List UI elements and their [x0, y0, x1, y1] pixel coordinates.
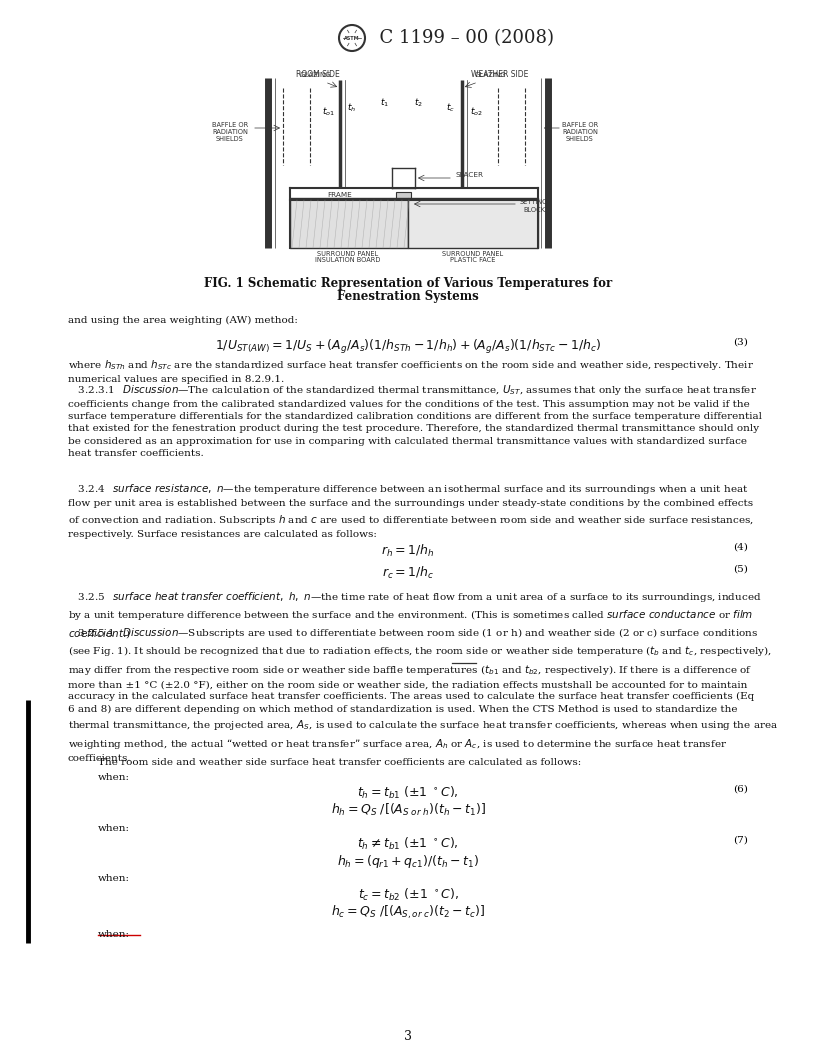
Text: $t_{o2}$: $t_{o2}$: [469, 106, 482, 118]
Text: $1/U_{ST(AW)}=1/U_S+(A_g/A_s)(1/h_{STh}-1/h_h)+(A_g/A_s)(1/h_{STc}-1/h_c)$: $1/U_{ST(AW)}=1/U_S+(A_g/A_s)(1/h_{STh}-…: [215, 338, 601, 356]
Text: $h_h = Q_S\ /[(A_{S\ or\ h})(t_h - t_1)]$: $h_h = Q_S\ /[(A_{S\ or\ h})(t_h - t_1)]…: [330, 802, 486, 818]
Text: $t_1$: $t_1$: [380, 97, 389, 109]
Text: BAFFLE OR
RADIATION
SHIELDS: BAFFLE OR RADIATION SHIELDS: [562, 122, 598, 142]
Text: when:: when:: [98, 874, 130, 883]
Text: (7): (7): [733, 836, 748, 845]
Text: $h_h = (q_{r1} + q_{c1})/(t_h - t_1)$: $h_h = (q_{r1} + q_{c1})/(t_h - t_1)$: [337, 853, 479, 870]
Circle shape: [339, 25, 365, 51]
Text: SETTING
BLOCK: SETTING BLOCK: [520, 200, 548, 212]
Text: FIG. 1 Schematic Representation of Various Temperatures for: FIG. 1 Schematic Representation of Vario…: [204, 277, 612, 290]
Text: 3: 3: [404, 1030, 412, 1043]
Text: 3.2.5.1  $Discussion$—Subscripts are used to differentiate between room side (1 : 3.2.5.1 $Discussion$—Subscripts are used…: [68, 626, 778, 763]
Bar: [290, 199, 408, 248]
Text: $t_h$: $t_h$: [348, 101, 357, 114]
Text: (3): (3): [733, 338, 748, 347]
Text: GLAZING: GLAZING: [299, 72, 330, 78]
Bar: [408, 199, 538, 248]
Text: $t_c$: $t_c$: [446, 101, 455, 114]
Text: when:: when:: [98, 773, 130, 782]
Text: $r_h = 1/h_h$: $r_h = 1/h_h$: [381, 543, 435, 559]
Text: The room side and weather side surface heat transfer coefficients are calculated: The room side and weather side surface h…: [98, 758, 581, 767]
Text: $t_h \neq t_{b1}\ (\pm 1\ ^\circ C),$: $t_h \neq t_{b1}\ (\pm 1\ ^\circ C),$: [357, 836, 459, 852]
Text: FRAME: FRAME: [328, 192, 353, 199]
Bar: [396, 192, 411, 200]
Text: when:: when:: [98, 824, 130, 833]
Text: (6): (6): [733, 785, 748, 794]
Text: (4): (4): [733, 543, 748, 552]
Circle shape: [347, 33, 357, 43]
Text: SPACER: SPACER: [455, 172, 483, 178]
Text: $t_2$: $t_2$: [414, 97, 423, 109]
Text: 3.2.3.1  $Discussion$—The calculation of the standardized thermal transmittance,: 3.2.3.1 $Discussion$—The calculation of …: [68, 383, 762, 457]
Text: when:: when:: [98, 930, 130, 939]
Text: 3.2.4  $surface\ resistance,\ n$—the temperature difference between an isotherma: 3.2.4 $surface\ resistance,\ n$—the temp…: [68, 482, 754, 539]
Text: ROOM SIDE: ROOM SIDE: [296, 70, 340, 79]
Text: and using the area weighting (AW) method:: and using the area weighting (AW) method…: [68, 316, 298, 325]
Text: $t_c = t_{b2}\ (\pm 1\ ^\circ C),$: $t_c = t_{b2}\ (\pm 1\ ^\circ C),$: [357, 887, 459, 903]
Text: $t_{o1}$: $t_{o1}$: [322, 106, 335, 118]
Text: SURROUND PANEL
INSULATION BOARD: SURROUND PANEL INSULATION BOARD: [315, 250, 381, 264]
Text: (5): (5): [733, 565, 748, 574]
Text: $r_c = 1/h_c$: $r_c = 1/h_c$: [382, 565, 434, 581]
Text: Fenestration Systems: Fenestration Systems: [337, 290, 479, 303]
Text: $h_c = Q_S\ /[(A_{S,or\ c})(t_2 - t_c)]$: $h_c = Q_S\ /[(A_{S,or\ c})(t_2 - t_c)]$: [330, 904, 486, 922]
Text: BAFFLE OR
RADIATION
SHIELDS: BAFFLE OR RADIATION SHIELDS: [212, 122, 248, 142]
Text: WEATHER SIDE: WEATHER SIDE: [472, 70, 529, 79]
Text: 3.2.5  $surface\ heat\ transfer\ coefficient,\ h,\ n$—the time rate of heat flow: 3.2.5 $surface\ heat\ transfer\ coeffici…: [68, 590, 761, 640]
Text: $t_h = t_{b1}\ (\pm 1\ ^\circ C),$: $t_h = t_{b1}\ (\pm 1\ ^\circ C),$: [357, 785, 459, 802]
Text: GLAZING: GLAZING: [474, 72, 506, 78]
Text: C 1199 – 00 (2008): C 1199 – 00 (2008): [368, 29, 554, 48]
Text: where $h_{STh}$ and $h_{STc}$ are the standardized surface heat transfer coeffic: where $h_{STh}$ and $h_{STc}$ are the st…: [68, 358, 754, 384]
Text: SURROUND PANEL
PLASTIC FACE: SURROUND PANEL PLASTIC FACE: [442, 250, 503, 264]
Text: ASTM: ASTM: [344, 36, 360, 40]
